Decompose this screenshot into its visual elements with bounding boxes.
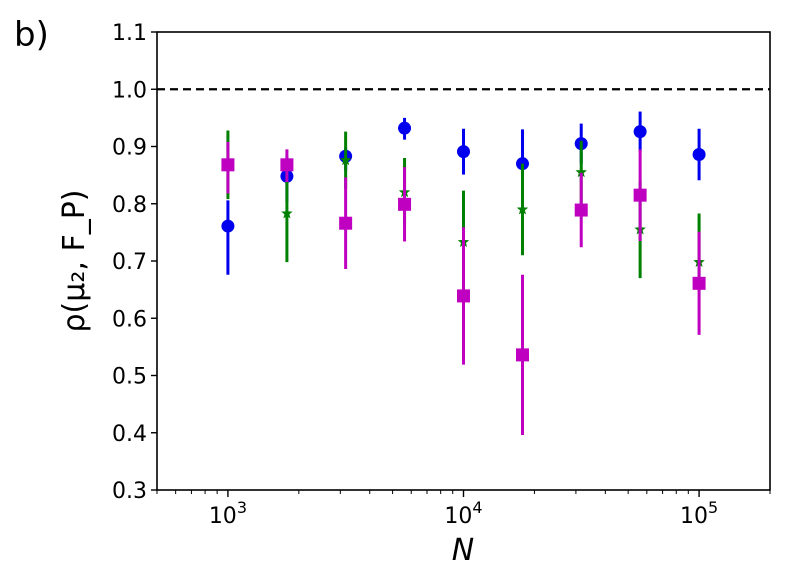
data-point <box>516 203 529 215</box>
y-tick-label: 0.9 <box>112 136 147 161</box>
data-point <box>575 166 587 178</box>
y-tick-label: 0.5 <box>112 365 147 390</box>
series-circle <box>221 111 706 275</box>
data-point <box>398 121 412 135</box>
y-axis-label: ρ(μ₂, F_P) <box>57 190 92 333</box>
data-point <box>457 145 470 159</box>
data-point <box>633 188 647 202</box>
series-square <box>221 141 706 436</box>
x-tick-label: 104 <box>444 498 482 529</box>
data-point <box>457 289 470 303</box>
data-point <box>692 276 706 290</box>
y-tick-label: 0.8 <box>112 193 147 218</box>
y-tick-label: 0.3 <box>112 479 147 504</box>
x-axis-label: N <box>452 533 474 568</box>
data-point <box>692 148 706 162</box>
y-tick-label: 0.6 <box>112 307 147 332</box>
y-tick-label: 0.7 <box>112 250 147 275</box>
data-point <box>339 216 353 230</box>
data-point <box>574 203 588 217</box>
data-point <box>281 207 293 219</box>
y-tick-label: 1.1 <box>112 21 147 46</box>
x-tick-label: 105 <box>680 498 718 529</box>
y-tick-label: 1.0 <box>112 78 147 103</box>
x-tick-label: 103 <box>209 498 247 529</box>
panel-label: b) <box>14 15 49 55</box>
data-point <box>339 154 352 166</box>
data-point <box>221 219 235 233</box>
data-point <box>515 348 529 362</box>
data-point <box>398 197 412 211</box>
data-point <box>280 158 294 172</box>
data-point <box>221 158 235 172</box>
y-tick-label: 0.4 <box>112 422 147 447</box>
data-point <box>633 125 647 139</box>
